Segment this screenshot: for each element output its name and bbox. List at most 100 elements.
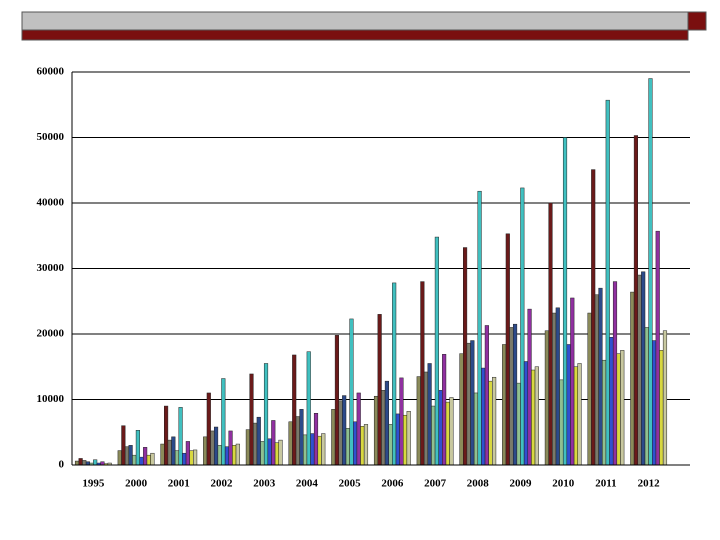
bar	[438, 390, 443, 466]
bar	[648, 78, 653, 466]
bar	[594, 294, 599, 466]
bar	[249, 373, 254, 466]
header-square	[687, 11, 707, 31]
bar	[299, 409, 304, 466]
x-tick-label: 2004	[296, 478, 319, 490]
bar	[253, 422, 258, 466]
bar	[232, 445, 237, 466]
bar	[338, 400, 343, 466]
bar	[577, 363, 582, 466]
bar	[278, 439, 283, 466]
bar	[644, 327, 649, 466]
bar	[523, 361, 529, 466]
bar	[132, 454, 137, 466]
bar	[303, 434, 308, 466]
x-tick-label: 2008	[467, 478, 490, 490]
y-tick-label: 60000	[37, 66, 65, 78]
bar	[616, 353, 621, 466]
x-tick-label: 1995	[82, 478, 105, 490]
bar	[121, 425, 126, 466]
bar	[527, 308, 532, 466]
bar	[512, 323, 518, 466]
bar	[267, 438, 272, 466]
bar	[353, 421, 358, 466]
bar	[210, 430, 215, 466]
bar	[342, 395, 347, 466]
header-bar	[21, 11, 689, 31]
bar	[373, 395, 379, 466]
x-tick-label: 2003	[253, 478, 276, 490]
bar	[605, 99, 610, 466]
bar	[78, 458, 83, 466]
bar	[516, 382, 521, 466]
bar	[313, 413, 319, 466]
bar	[402, 414, 408, 466]
bar	[612, 281, 618, 466]
bar	[552, 312, 557, 466]
bar	[139, 456, 144, 466]
bar	[520, 187, 525, 466]
bar	[388, 424, 393, 466]
x-tick-label: 2001	[168, 478, 190, 490]
bar	[271, 420, 276, 466]
y-tick-label: 50000	[37, 131, 65, 143]
y-tick-label: 10000	[37, 393, 65, 405]
bar	[598, 287, 603, 466]
x-tick-label: 2006	[381, 478, 404, 490]
bar	[481, 367, 486, 466]
bar	[217, 445, 222, 466]
bar	[659, 350, 664, 466]
bar	[260, 441, 265, 466]
x-tick-label: 2010	[552, 478, 575, 490]
bar	[182, 452, 187, 466]
bar	[395, 413, 400, 466]
y-tick-label: 0	[59, 459, 65, 471]
bar	[193, 449, 198, 466]
bar	[310, 433, 315, 466]
bar	[363, 424, 369, 466]
bar	[377, 314, 382, 466]
bar	[509, 327, 514, 466]
bar	[609, 337, 614, 466]
bar	[420, 281, 425, 466]
bar	[470, 340, 475, 466]
bar	[93, 459, 98, 466]
x-tick-label: 2000	[125, 478, 148, 490]
chart: 0 10000 20000 30000 40000 50000 60000 1995 2000 2…	[37, 66, 690, 490]
bar	[466, 342, 471, 466]
bar	[652, 340, 657, 466]
bar	[602, 359, 607, 466]
bar	[74, 460, 80, 466]
x-tick-label: 2011	[595, 478, 616, 490]
bar	[245, 429, 250, 466]
bar	[331, 409, 336, 466]
bar	[566, 344, 571, 466]
bar	[641, 271, 646, 466]
x-tick-label: 2005	[339, 478, 362, 490]
x-tick-label: 2012	[638, 478, 661, 490]
bar	[406, 411, 411, 466]
bar	[117, 450, 122, 466]
bar	[295, 416, 300, 466]
bar	[662, 330, 668, 466]
bar	[160, 443, 165, 466]
bar	[345, 428, 350, 466]
bar	[174, 450, 180, 466]
bar	[534, 366, 539, 466]
bar	[167, 439, 172, 466]
bar	[591, 169, 596, 466]
bar	[206, 392, 211, 466]
bar	[164, 405, 169, 466]
bar	[463, 247, 468, 466]
bar	[124, 446, 130, 466]
bar	[442, 354, 447, 466]
bar	[185, 441, 190, 466]
bar	[573, 366, 578, 466]
bar	[82, 460, 87, 466]
bar	[274, 442, 279, 466]
bar	[548, 202, 553, 466]
bar	[384, 380, 389, 466]
bar	[381, 390, 386, 466]
bar	[146, 454, 151, 466]
